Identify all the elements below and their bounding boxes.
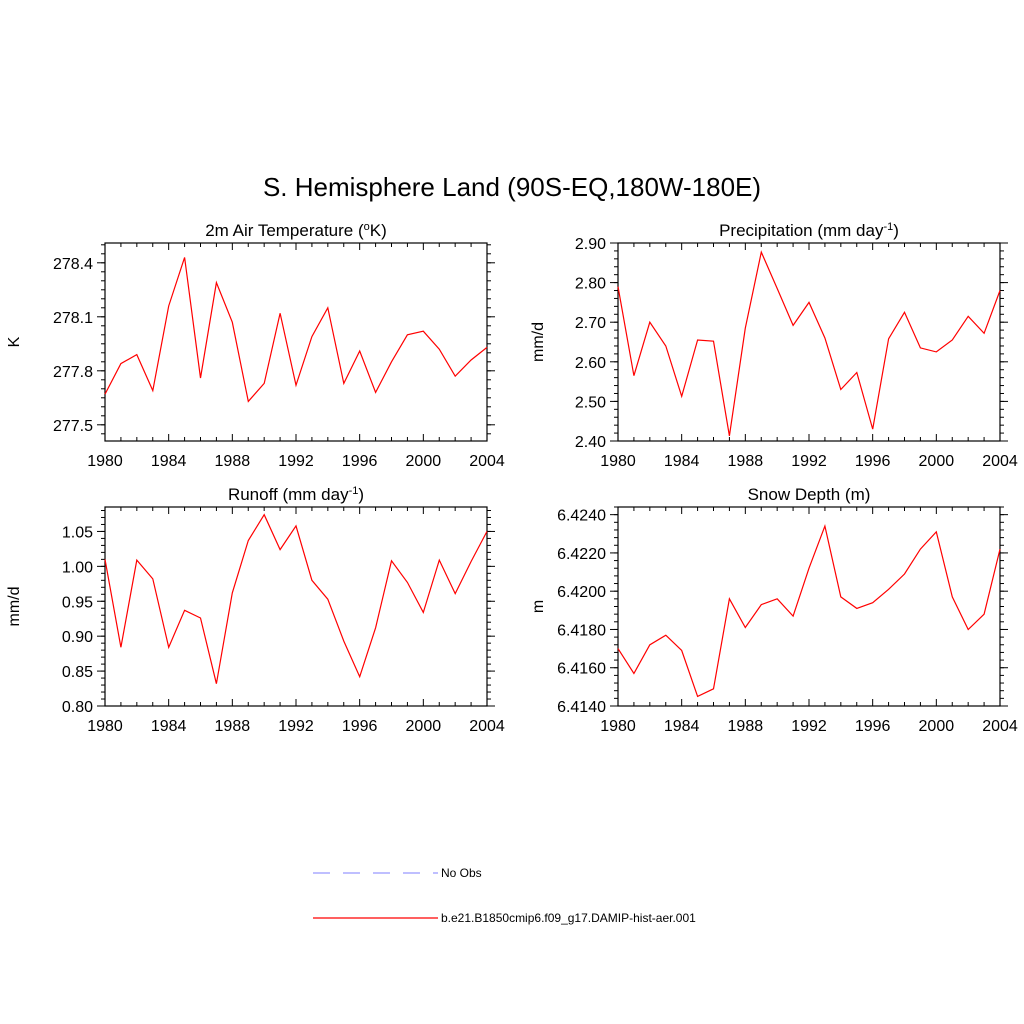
- panel-air-temperature-xtick-label: 1980: [87, 453, 123, 470]
- panel-precipitation-xtick-label: 2004: [982, 453, 1018, 470]
- panel-precipitation-ytick-label: 2.90: [575, 236, 606, 253]
- legend: No Obs b.e21.B1850cmip6.f09_g17.DAMIP-hi…: [313, 866, 696, 925]
- panel-air-temperature-xtick-label: 1988: [215, 453, 251, 470]
- panel-air-temperature-ytick-label: 278.1: [53, 310, 93, 327]
- panel-precipitation-xtick-label: 1992: [791, 453, 827, 470]
- panel-runoff-ytick-label: 1.05: [62, 524, 93, 541]
- panel-air-temperature-xtick-label: 1996: [342, 453, 378, 470]
- panel-air-temperature-xtick-label: 1992: [278, 453, 314, 470]
- panel-snow-depth-xtick-label: 1984: [664, 718, 700, 735]
- panel-precipitation-title: Precipitation (mm day-1): [719, 221, 899, 240]
- panel-air-temperature-ytick-label: 277.5: [53, 418, 93, 435]
- panel-runoff-ytick-label: 0.85: [62, 664, 93, 681]
- figure-title: S. Hemisphere Land (90S-EQ,180W-180E): [263, 172, 761, 202]
- panel-runoff-xtick-label: 2004: [469, 718, 505, 735]
- panel-runoff-series-line: [104, 513, 488, 684]
- panel-precipitation-xtick-label: 1996: [855, 453, 891, 470]
- panel-precipitation-ytick-label: 2.40: [575, 434, 606, 451]
- panel-precipitation-xtick-label: 1980: [600, 453, 636, 470]
- panel-runoff-ytick-label: 0.90: [62, 629, 93, 646]
- panel-runoff-xtick-label: 2000: [406, 718, 442, 735]
- panel-snow-depth-ylabel: m: [530, 600, 547, 613]
- panel-air-temperature-ylabel: K: [6, 336, 23, 347]
- panel-snow-depth-ytick-label: 6.4240: [557, 508, 606, 525]
- panel-snow-depth-xtick-label: 1980: [600, 718, 636, 735]
- panel-runoff-xtick-label: 1980: [87, 718, 123, 735]
- panel-precipitation-ylabel: mm/d: [530, 322, 547, 362]
- panel-runoff-frame: [104, 506, 488, 707]
- panel-runoff-ytick-label: 0.80: [62, 699, 93, 716]
- panel-precipitation-xtick-label: 1988: [728, 453, 764, 470]
- panel-snow-depth-ytick-label: 6.4140: [557, 699, 606, 716]
- panel-air-temperature: 1980 1984 1988 1992 1996 2000 2004 277.5 277.8 27…: [6, 221, 505, 470]
- panel-snow-depth-ytick-label: 6.4180: [557, 622, 606, 639]
- panel-runoff-xtick-label: 1992: [278, 718, 314, 735]
- panel-snow-depth: 1980 1984 1988 1992 1996 2000 2004 6.4140 6.4160…: [530, 485, 1018, 735]
- panel-runoff-xtick-label: 1988: [215, 718, 251, 735]
- panel-air-temperature-xtick-label: 2004: [469, 453, 505, 470]
- panel-precipitation-frame: [617, 242, 1001, 442]
- panel-snow-depth-xtick-label: 1992: [791, 718, 827, 735]
- panel-snow-depth-xtick-label: 2004: [982, 718, 1018, 735]
- panel-precipitation-xtick-label: 1984: [664, 453, 700, 470]
- panel-snow-depth-ytick-label: 6.4160: [557, 661, 606, 678]
- panel-precipitation-ytick-label: 2.80: [575, 276, 606, 293]
- panel-snow-depth-frame: [617, 506, 1001, 707]
- panel-precipitation-series-line: [617, 250, 1001, 436]
- panel-air-temperature-xtick-label: 1984: [151, 453, 187, 470]
- panel-runoff-title: Runoff (mm day-1): [228, 485, 364, 504]
- panel-snow-depth-xtick-label: 2000: [919, 718, 955, 735]
- panel-runoff-ylabel: mm/d: [6, 587, 23, 627]
- panel-snow-depth-xtick-label: 1996: [855, 718, 891, 735]
- panel-precipitation-xtick-label: 2000: [919, 453, 955, 470]
- panel-air-temperature-series-line: [104, 257, 488, 403]
- panel-precipitation-ytick-label: 2.50: [575, 394, 606, 411]
- panel-air-temperature-title: 2m Air Temperature (oK): [205, 221, 387, 240]
- panel-runoff-xtick-label: 1984: [151, 718, 187, 735]
- panel-snow-depth-title: Snow Depth (m): [748, 485, 871, 504]
- panel-air-temperature-ytick-label: 278.4: [53, 256, 93, 273]
- panel-runoff-ytick-label: 1.00: [62, 559, 93, 576]
- panel-snow-depth-series-line: [617, 524, 1001, 698]
- panel-air-temperature-xtick-label: 2000: [406, 453, 442, 470]
- panel-runoff: 1980 1984 1988 1992 1996 2000 2004 0.80 0.85 0.90…: [6, 485, 505, 735]
- panel-runoff-ytick-label: 0.95: [62, 594, 93, 611]
- panel-precipitation-ytick-label: 2.60: [575, 355, 606, 372]
- panel-precipitation-ytick-label: 2.70: [575, 315, 606, 332]
- panel-snow-depth-xtick-label: 1988: [728, 718, 764, 735]
- panel-air-temperature-ytick-label: 277.8: [53, 364, 93, 381]
- panel-precipitation: 1980 1984 1988 1992 1996 2000 2004 2.40 2.50 2.60…: [530, 221, 1018, 470]
- legend-model-label: b.e21.B1850cmip6.f09_g17.DAMIP-hist-aer.…: [441, 911, 696, 925]
- panel-snow-depth-ytick-label: 6.4200: [557, 584, 606, 601]
- panel-runoff-xtick-label: 1996: [342, 718, 378, 735]
- legend-no-obs-label: No Obs: [441, 866, 482, 880]
- panel-snow-depth-ytick-label: 6.4220: [557, 546, 606, 563]
